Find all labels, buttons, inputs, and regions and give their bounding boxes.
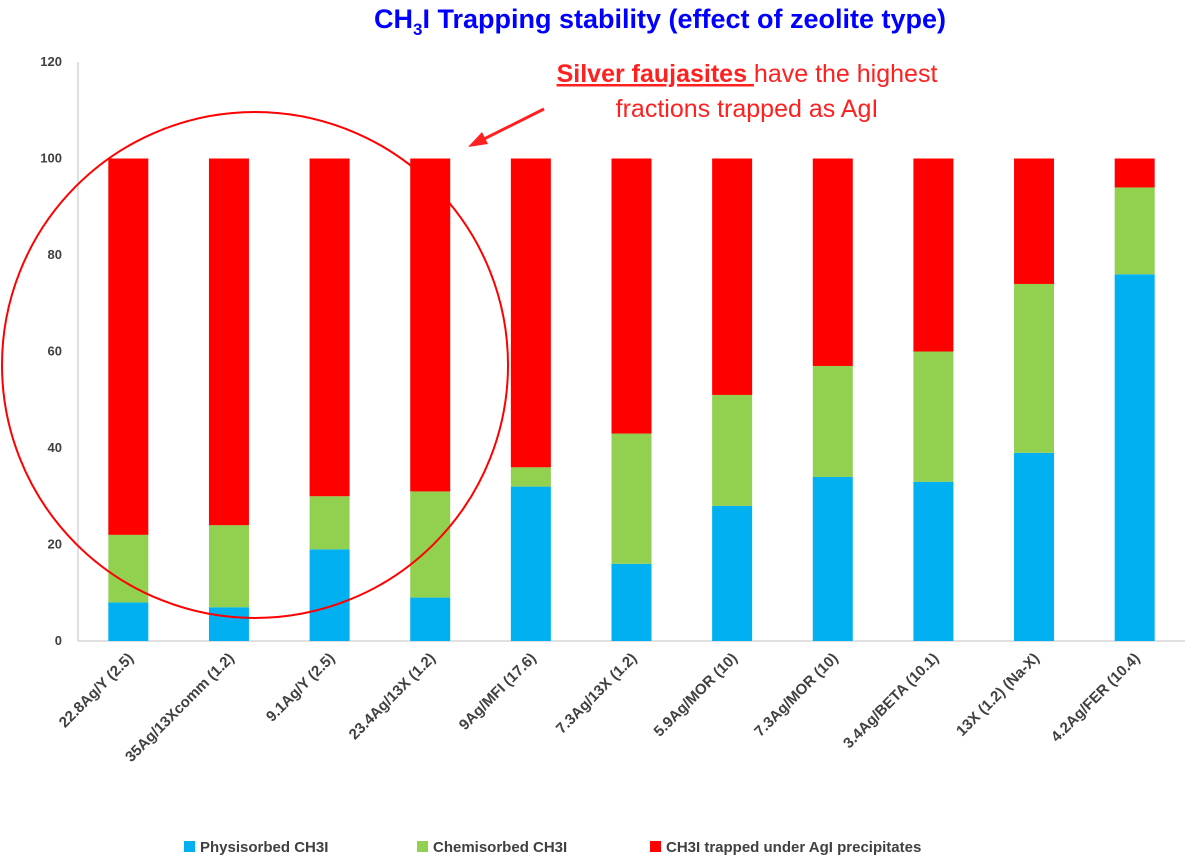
chart-title: CH3I Trapping stability (effect of zeoli…	[374, 4, 946, 39]
legend-label: CH3I trapped under AgI precipitates	[666, 839, 921, 856]
bar-segment-physisorbed	[611, 563, 652, 641]
bar-segment-trapped-agi	[812, 158, 853, 366]
bar-segment-physisorbed	[108, 602, 149, 641]
bar-segment-trapped-agi	[108, 158, 149, 535]
category-label: 4.2Ag/FER (10.4)	[1048, 650, 1144, 746]
legend-label: Chemisorbed CH3I	[433, 839, 567, 856]
legend-swatch	[417, 841, 428, 852]
bar-segment-physisorbed	[1114, 274, 1155, 641]
bar-segment-trapped-agi	[410, 158, 451, 492]
bar-segment-trapped-agi	[712, 158, 753, 395]
annotation-arrow-shaft	[477, 107, 545, 144]
category-labels: 22.8Ag/Y (2.5)35Ag/13Xcomm (1.2) 9.1Ag/Y …	[56, 650, 1144, 766]
y-tick-label: 120	[40, 54, 62, 69]
category-label: 22.8Ag/Y (2.5)	[56, 650, 137, 731]
category-label: 5.9Ag/MOR (10)	[651, 650, 741, 740]
bars	[108, 158, 1155, 641]
annotation-line-2: fractions trapped as AgI	[616, 95, 879, 123]
annotation-line-1: Silver faujasites have the highest	[557, 60, 938, 88]
bar-segment-physisorbed	[208, 607, 249, 641]
bar-segment-chemisorbed	[712, 394, 753, 506]
category-label: 13X (1.2) (Na-X)	[953, 650, 1043, 740]
legend: Physisorbed CH3I Chemisorbed CH3I CH3I tra…	[184, 839, 921, 856]
bar-segment-chemisorbed	[913, 351, 954, 482]
bar-segment-trapped-agi	[309, 158, 350, 497]
category-label: 7.3Ag/13X (1.2)	[553, 650, 640, 737]
bar-segment-chemisorbed	[1014, 283, 1055, 453]
bar-segment-chemisorbed	[208, 525, 249, 608]
bar-segment-physisorbed	[1014, 452, 1055, 641]
y-tick-label: 100	[40, 151, 62, 166]
highlight-circle	[1, 111, 509, 619]
category-label: 23.4Ag/13X (1.2)	[346, 650, 439, 743]
bar-segment-chemisorbed	[309, 496, 350, 550]
category-label: 7.3Ag/MOR (10)	[751, 650, 841, 740]
bar-segment-chemisorbed	[1114, 187, 1155, 275]
bar-segment-physisorbed	[510, 486, 551, 641]
bar-segment-trapped-agi	[1114, 158, 1155, 188]
bar-segment-physisorbed	[410, 597, 451, 641]
bar-segment-chemisorbed	[611, 433, 652, 564]
legend-label: Physisorbed CH3I	[200, 839, 328, 856]
bar-segment-chemisorbed	[510, 467, 551, 487]
y-tick-label: 40	[48, 440, 62, 455]
annotation: Silver faujasites have the highest fract…	[468, 60, 937, 147]
bar-segment-trapped-agi	[208, 158, 249, 526]
bar-segment-trapped-agi	[510, 158, 551, 468]
bar-segment-physisorbed	[309, 549, 350, 641]
legend-swatch	[650, 841, 661, 852]
bar-segment-physisorbed	[712, 505, 753, 641]
bar-segment-trapped-agi	[1014, 158, 1055, 284]
category-label: 9.1Ag/Y (2.5)	[263, 650, 338, 725]
bar-segment-trapped-agi	[913, 158, 954, 352]
category-label: 9Ag/MFI (17.6)	[456, 650, 540, 734]
bar-segment-trapped-agi	[611, 158, 652, 434]
bar-segment-physisorbed	[913, 481, 954, 641]
bar-segment-chemisorbed	[410, 491, 451, 598]
bar-segment-physisorbed	[812, 476, 853, 641]
y-tick-label: 0	[55, 633, 62, 648]
y-tick-label: 60	[48, 344, 62, 359]
bar-segment-chemisorbed	[812, 365, 853, 477]
legend-swatch	[184, 841, 195, 852]
annotation-arrow-head	[468, 132, 488, 147]
category-label: 35Ag/13Xcomm (1.2)	[122, 650, 238, 766]
y-tick-label: 20	[48, 537, 62, 552]
category-label: 3.4Ag/BETA (10.1)	[840, 650, 942, 752]
y-tick-labels: 0 20 40 60 80 100 120	[40, 54, 62, 648]
y-tick-label: 80	[48, 247, 62, 262]
